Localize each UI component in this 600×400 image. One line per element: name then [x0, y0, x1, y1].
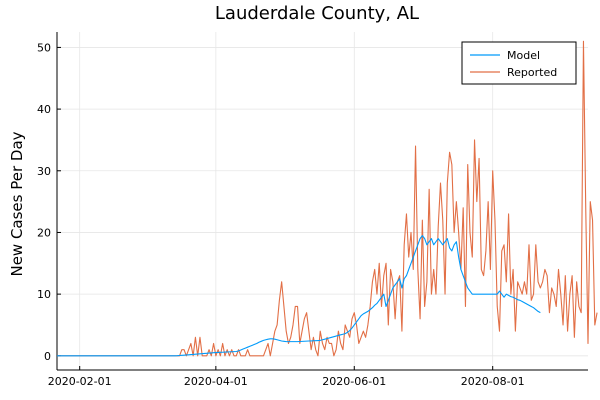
legend-label: Reported: [507, 66, 557, 79]
chart-title: Lauderdale County, AL: [215, 3, 419, 24]
y-tick-label: 20: [37, 226, 51, 239]
y-tick-label: 30: [37, 165, 51, 178]
legend: Model Reported: [461, 41, 577, 85]
series-line-reported: [57, 40, 598, 357]
series-line-model: [57, 234, 541, 357]
y-tick-label: 40: [37, 103, 51, 116]
tick-labels: 0 10 20 30 40 50 2020-02-01 2020-04-01 2020-06-0…: [37, 41, 525, 388]
grid: [57, 32, 588, 370]
x-tick-label: 2020-08-01: [461, 375, 525, 388]
y-axis-label: New Cases Per Day: [8, 131, 26, 276]
y-tick-label: 50: [37, 41, 51, 54]
legend-box: [461, 41, 577, 85]
y-tick-label: 0: [44, 350, 51, 363]
x-tick-label: 2020-06-01: [322, 375, 386, 388]
legend-label: Model: [507, 49, 540, 62]
y-tick-label: 10: [37, 288, 51, 301]
x-tick-label: 2020-02-01: [48, 375, 112, 388]
series-lines: [57, 40, 598, 357]
axes: [56, 32, 588, 371]
x-tick-label: 2020-04-01: [184, 375, 248, 388]
